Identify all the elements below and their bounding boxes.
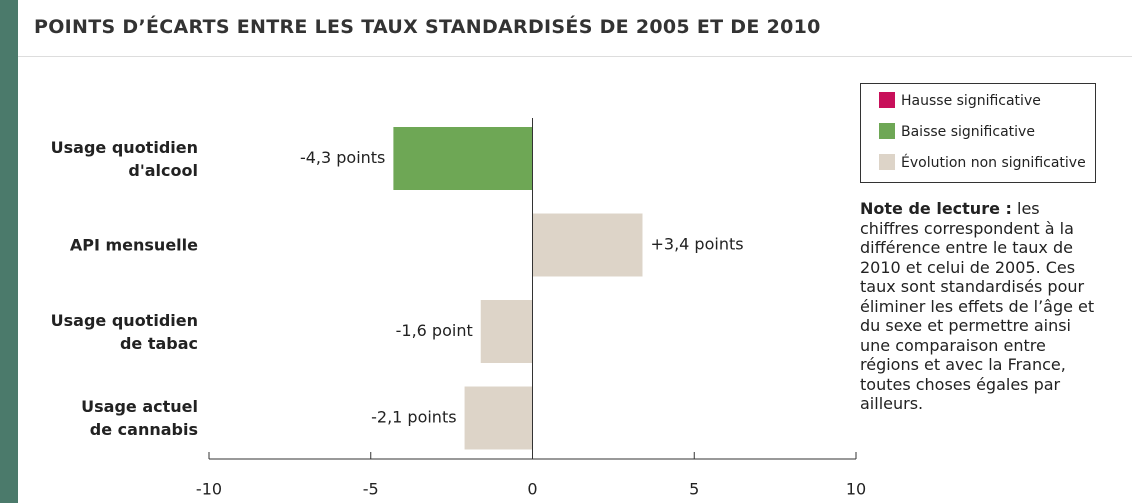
side-strip <box>0 0 18 503</box>
value-label: -2,1 points <box>371 408 456 427</box>
legend-label: Hausse significative <box>901 93 1041 109</box>
legend-label: Baisse significative <box>901 124 1035 140</box>
bar <box>464 386 533 450</box>
category-label: Usage quotidien de tabac <box>50 310 198 353</box>
note-label: Note de lecture : <box>860 199 1012 218</box>
legend-swatch <box>879 154 895 170</box>
legend-item: Baisse significative <box>879 122 1035 142</box>
legend-item: Évolution non significative <box>879 153 1086 173</box>
legend-swatch <box>879 123 895 139</box>
category-label: API mensuelle <box>69 235 198 255</box>
bar <box>532 213 643 277</box>
x-tick-label: 0 <box>527 480 537 499</box>
legend-swatch <box>879 92 895 108</box>
x-tick-label: -5 <box>363 480 379 499</box>
value-label: +3,4 points <box>650 235 743 254</box>
bar <box>393 127 533 190</box>
category-label: Usage actuel de cannabis <box>81 397 198 439</box>
x-tick-label: 5 <box>689 480 699 499</box>
chart-title: POINTS D’ÉCARTS ENTRE LES TAUX STANDARDI… <box>34 16 821 38</box>
value-label: -4,3 points <box>300 148 385 167</box>
x-tick-label: 10 <box>846 480 866 499</box>
note: Note de lecture : les chiffres correspon… <box>860 199 1100 414</box>
note-text: les chiffres correspondent à la différen… <box>860 199 1095 413</box>
legend-item: Hausse significative <box>879 91 1041 111</box>
separator <box>18 56 1132 57</box>
legend: Hausse significative Baisse significative… <box>860 83 1096 183</box>
x-tick-label: -10 <box>196 480 222 499</box>
category-label: Usage quotidien d'alcool <box>50 137 198 180</box>
bar <box>480 300 533 363</box>
value-label: -1,6 point <box>396 321 473 340</box>
legend-label: Évolution non significative <box>901 155 1086 171</box>
